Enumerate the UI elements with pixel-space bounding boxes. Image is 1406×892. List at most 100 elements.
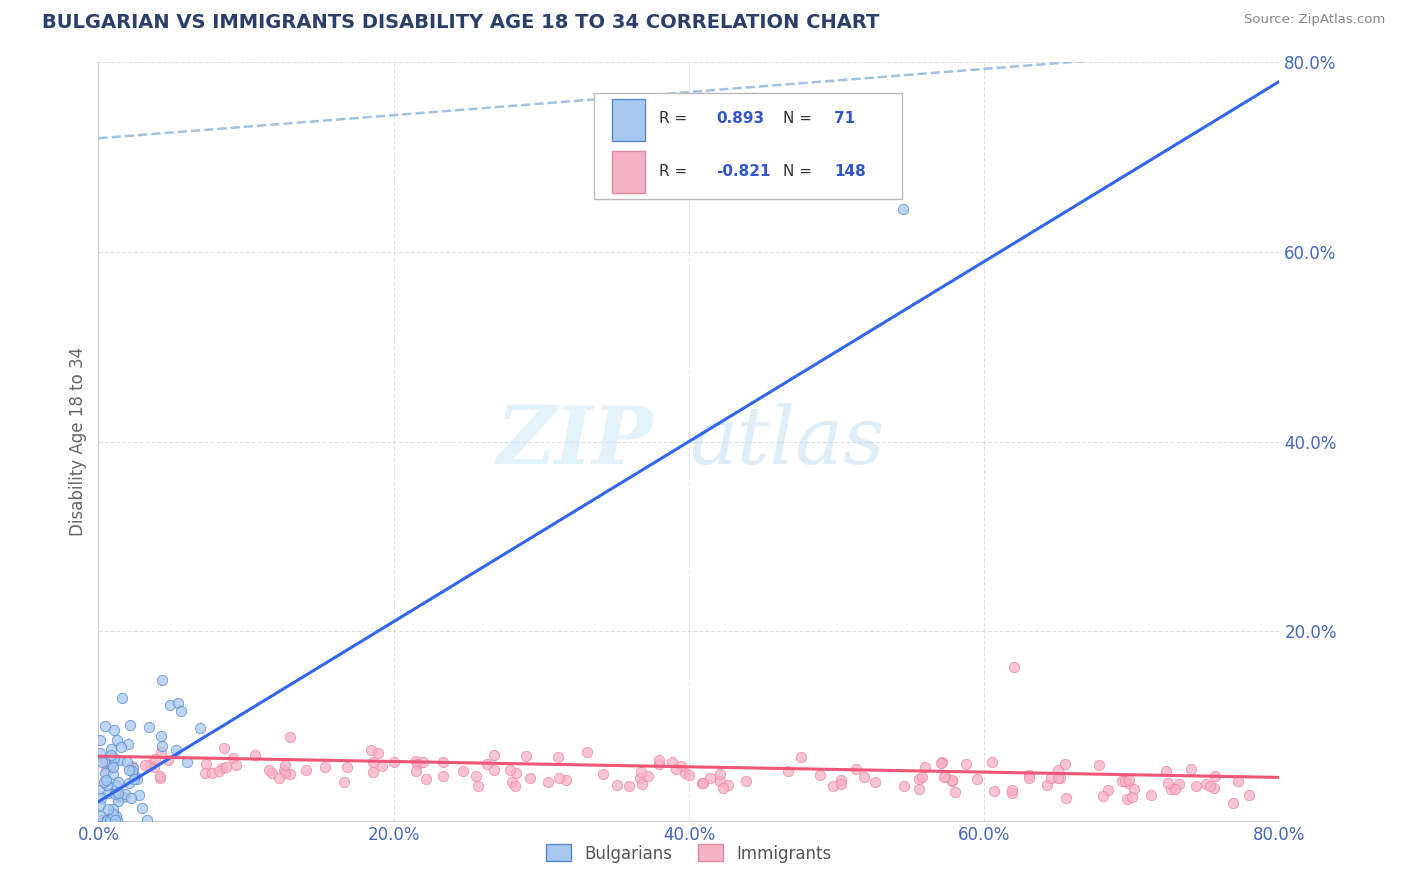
Point: [208, 764, 231, 779]
Point: [661, 755, 683, 769]
Point: [131, 801, 153, 815]
Point: [104, 784, 127, 798]
Point: [1184, 779, 1206, 793]
Bar: [612, 99, 645, 141]
Point: [332, 775, 354, 789]
Point: [107, 786, 129, 800]
Point: [555, 772, 578, 787]
Text: -0.821: -0.821: [716, 164, 770, 178]
Point: [384, 756, 406, 770]
Point: [1180, 762, 1202, 776]
Point: [1164, 782, 1187, 797]
Point: [89, 798, 111, 813]
Point: [115, 755, 138, 769]
Point: [103, 723, 125, 738]
Point: [91, 756, 114, 770]
Point: [118, 763, 141, 777]
Point: [1114, 773, 1136, 788]
Point: [405, 754, 427, 768]
Point: [914, 760, 936, 774]
Point: [576, 745, 599, 759]
Point: [90, 790, 112, 805]
Text: 71: 71: [834, 111, 855, 126]
Point: [467, 779, 489, 793]
Point: [121, 764, 143, 779]
Point: [150, 729, 173, 743]
Point: [1118, 773, 1140, 788]
Point: [432, 755, 454, 769]
Point: [631, 777, 654, 791]
Point: [167, 696, 190, 710]
Point: [97, 802, 120, 816]
Point: [1154, 764, 1177, 779]
Point: [669, 759, 692, 773]
Point: [121, 761, 143, 775]
Point: [170, 704, 193, 718]
Point: [96, 764, 118, 778]
Point: [108, 753, 131, 767]
Point: [194, 766, 217, 780]
Point: [94, 753, 117, 767]
Point: [117, 776, 139, 790]
Point: [673, 765, 696, 780]
Point: [893, 780, 915, 794]
Point: [90, 813, 112, 827]
Point: [127, 772, 149, 786]
Point: [853, 770, 876, 784]
Point: [135, 813, 157, 827]
Point: [980, 755, 1002, 769]
Point: [830, 773, 852, 788]
Point: [1140, 789, 1163, 803]
Point: [1160, 781, 1182, 796]
Point: [1035, 778, 1057, 792]
Point: [214, 741, 236, 756]
Point: [104, 778, 127, 792]
Point: [1227, 774, 1250, 789]
Point: [188, 721, 211, 735]
Point: [100, 742, 122, 756]
Point: [100, 757, 122, 772]
Y-axis label: Disability Age 18 to 34: Disability Age 18 to 34: [69, 347, 87, 536]
Point: [1097, 783, 1119, 797]
Point: [465, 769, 488, 783]
Point: [966, 772, 988, 787]
Point: [665, 763, 688, 777]
Text: 148: 148: [834, 164, 866, 178]
Point: [96, 778, 118, 792]
Point: [89, 782, 111, 797]
Point: [406, 756, 429, 771]
Point: [1046, 764, 1069, 778]
Point: [934, 769, 956, 783]
Point: [1121, 789, 1143, 804]
Point: [138, 758, 160, 772]
Point: [1204, 768, 1226, 782]
Point: [105, 813, 128, 827]
Point: [114, 788, 136, 802]
Point: [845, 762, 868, 776]
Point: [117, 737, 139, 751]
Point: [690, 776, 713, 790]
Point: [336, 760, 359, 774]
Point: [195, 757, 218, 772]
Text: R =: R =: [659, 111, 693, 126]
Text: atlas: atlas: [689, 403, 884, 480]
Text: R =: R =: [659, 164, 693, 178]
Point: [1123, 781, 1146, 796]
Point: [709, 774, 731, 789]
Point: [143, 752, 166, 766]
Point: [1049, 771, 1071, 785]
Point: [101, 760, 124, 774]
Point: [96, 813, 118, 827]
Point: [648, 752, 671, 766]
Point: [150, 673, 173, 687]
Point: [363, 755, 385, 769]
Point: [274, 758, 297, 772]
Legend: Bulgarians, Immigrants: Bulgarians, Immigrants: [540, 838, 838, 869]
Point: [1001, 786, 1024, 800]
Point: [709, 766, 731, 780]
Point: [537, 774, 560, 789]
Point: [1088, 757, 1111, 772]
Point: [692, 776, 714, 790]
Point: [1115, 792, 1137, 806]
Point: [1222, 797, 1244, 811]
